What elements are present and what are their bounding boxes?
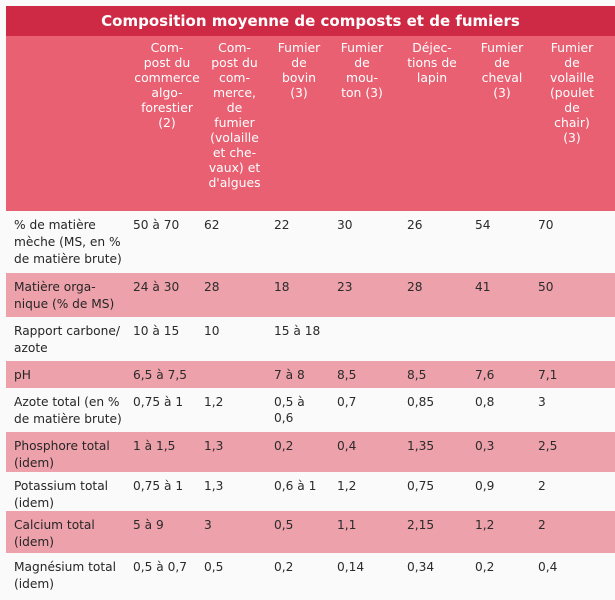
cell-value: 0,5 à 0,6	[274, 395, 305, 425]
row-label: Rapport carbone/ azote	[14, 324, 120, 355]
row-label: Calcium total (idem)	[14, 518, 95, 549]
table-title: Composition moyenne de composts et de fu…	[6, 6, 615, 36]
cell-value: 1,35	[407, 439, 435, 453]
cell-value: 7,1	[538, 368, 558, 382]
row-label: Magnésium total (idem)	[14, 560, 117, 591]
table-row: pH 6,5 à 7,5 7 à 8 8,5 8,5 7,6 7,1	[6, 361, 615, 388]
cell-value: 0,5	[274, 518, 294, 532]
cell-value: 0,34	[407, 560, 435, 574]
cell-value: 0,9	[475, 479, 495, 493]
cell-value: 15 à 18	[274, 324, 321, 338]
cell-value: 23	[337, 280, 353, 294]
cell-value: 3	[204, 518, 212, 532]
cell-value: 2	[538, 518, 546, 532]
cell-value: 0,2	[274, 439, 294, 453]
cell-value: 1 à 1,5	[133, 439, 176, 453]
row-label: Matière orga- nique (% de MS)	[14, 280, 115, 311]
composition-table: Composition moyenne de composts et de fu…	[6, 0, 615, 600]
cell-value: 0,75 à 1	[133, 479, 184, 493]
cell-value: 0,5 à 0,7	[133, 560, 187, 574]
cell-value: 1,3	[204, 439, 224, 453]
cell-value: 1,1	[337, 518, 357, 532]
cell-value: 0,8	[475, 395, 495, 409]
cell-value: 8,5	[407, 368, 427, 382]
cell-value: 0,6 à 1	[274, 479, 317, 493]
table-row: Phosphore total (idem) 1 à 1,5 1,3 0,2 0…	[6, 432, 615, 472]
cell-value: 24 à 30	[133, 280, 180, 294]
table-header: Com- post du commerce algo- forestier (2…	[6, 36, 615, 211]
cell-value: 28	[204, 280, 220, 294]
table-row: Potassium total (idem) 0,75 à 1 1,3 0,6 …	[6, 472, 615, 511]
table-row: % de matière mèche (MS, en % de matière …	[6, 211, 615, 273]
table-row: Calcium total (idem) 5 à 9 3 0,5 1,1 2,1…	[6, 511, 615, 553]
row-label: Potassium total (idem)	[14, 479, 109, 510]
cell-value: 8,5	[337, 368, 357, 382]
cell-value: 10	[204, 324, 220, 338]
column-header-dejections-lapin: Déjec- tions de lapin	[407, 40, 457, 85]
column-header-compost-algo-forestier: Com- post du commerce algo- forestier (2…	[134, 40, 200, 130]
cell-value: 1,3	[204, 479, 224, 493]
cell-value: 26	[407, 218, 423, 232]
cell-value: 3	[538, 395, 546, 409]
cell-value: 18	[274, 280, 290, 294]
cell-value: 5 à 9	[133, 518, 164, 532]
column-header-fumier-mouton: Fumier de mou- ton (3)	[340, 40, 384, 100]
cell-value: 1,2	[204, 395, 224, 409]
column-header-compost-fumier-algues: Com- post du com- merce, de fumier (vola…	[208, 40, 261, 190]
cell-value: 2,5	[538, 439, 558, 453]
cell-value: 6,5 à 7,5	[133, 368, 187, 382]
cell-value: 41	[475, 280, 491, 294]
table-row: Magnésium total (idem) 0,5 à 0,7 0,5 0,2…	[6, 553, 615, 600]
cell-value: 2	[538, 479, 546, 493]
cell-value: 0,85	[407, 395, 435, 409]
cell-value: 7,6	[475, 368, 495, 382]
table-row: Rapport carbone/ azote 10 à 15 10 15 à 1…	[6, 317, 615, 361]
row-label: Phosphore total (idem)	[14, 439, 110, 470]
cell-value: 62	[204, 218, 220, 232]
cell-value: 0,5	[204, 560, 224, 574]
cell-value: 2,15	[407, 518, 435, 532]
cell-value: 7 à 8	[274, 368, 305, 382]
cell-value: 10 à 15	[133, 324, 180, 338]
cell-value: 50 à 70	[133, 218, 180, 232]
cell-value: 50	[538, 280, 554, 294]
cell-value: 0,2	[274, 560, 294, 574]
cell-value: 0,3	[475, 439, 495, 453]
cell-value: 28	[407, 280, 423, 294]
column-header-fumier-bovin: Fumier de bovin (3)	[277, 40, 321, 100]
cell-value: 30	[337, 218, 353, 232]
cell-value: 0,2	[475, 560, 495, 574]
cell-value: 1,2	[475, 518, 495, 532]
row-label: % de matière mèche (MS, en % de matière …	[14, 218, 122, 266]
cell-value: 0,7	[337, 395, 357, 409]
cell-value: 70	[538, 218, 554, 232]
row-label: pH	[14, 368, 31, 382]
table-row: Azote total (en % de matière brute) 0,75…	[6, 388, 615, 432]
cell-value: 1,2	[337, 479, 357, 493]
cell-value: 0,4	[538, 560, 558, 574]
cell-value: 0,75 à 1	[133, 395, 184, 409]
cell-value: 0,14	[337, 560, 365, 574]
column-header-fumier-cheval: Fumier de cheval (3)	[480, 40, 524, 100]
cell-value: 0,75	[407, 479, 435, 493]
cell-value: 54	[475, 218, 491, 232]
cell-value: 22	[274, 218, 290, 232]
table-row: Matière orga- nique (% de MS) 24 à 30 28…	[6, 273, 615, 317]
cell-value: 0,4	[337, 439, 357, 453]
row-label: Azote total (en % de matière brute)	[14, 395, 122, 426]
column-header-fumier-volaille: Fumier de volaille (poulet de chair) (3)	[549, 40, 595, 145]
